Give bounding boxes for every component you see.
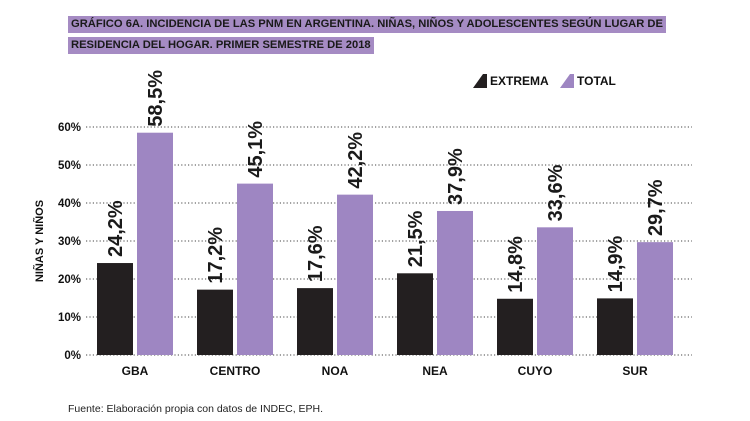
bar-extrema [497, 298, 533, 355]
x-tick-label: CUYO [518, 364, 553, 378]
data-label-total: 58,5% [145, 70, 167, 127]
data-label-extrema: 24,2% [105, 200, 127, 257]
y-tick-label: 40% [58, 198, 81, 210]
data-label-extrema: 14,9% [605, 235, 627, 292]
data-label-extrema: 21,5% [405, 210, 427, 267]
y-tick-label: 20% [58, 274, 81, 286]
x-tick-label: GBA [122, 364, 149, 378]
data-label-extrema: 14,8% [505, 236, 527, 293]
y-tick-label: 0% [64, 350, 81, 362]
chart-title-line-1: GRÁFICO 6A. INCIDENCIA DE LAS PNM EN ARG… [68, 16, 666, 33]
bar-total [537, 227, 573, 355]
bar-total [237, 183, 273, 355]
x-tick-label: NOA [322, 364, 349, 378]
data-label-total: 45,1% [245, 121, 267, 178]
bar-total [637, 242, 673, 355]
y-tick-label: 60% [58, 122, 81, 134]
x-tick-label: SUR [622, 364, 648, 378]
y-tick-label: 50% [58, 160, 81, 172]
bar-extrema [597, 298, 633, 355]
legend-label-total: TOTAL [577, 74, 616, 88]
data-label-extrema: 17,2% [205, 227, 227, 284]
chart-title-line-2: RESIDENCIA DEL HOGAR. PRIMER SEMESTRE DE… [68, 37, 374, 54]
legend-swatch-extrema [473, 74, 487, 88]
bar-extrema [397, 273, 433, 355]
bar-total [437, 210, 473, 355]
data-label-extrema: 17,6% [305, 225, 327, 282]
data-label-total: 37,9% [445, 148, 467, 205]
bar-total [337, 194, 373, 355]
x-tick-label: NEA [422, 364, 448, 378]
x-tick-label: CENTRO [210, 364, 261, 378]
data-label-total: 42,2% [345, 132, 367, 189]
y-tick-label: 30% [58, 236, 81, 248]
chart-title: GRÁFICO 6A. INCIDENCIA DE LAS PNM EN ARG… [68, 14, 668, 56]
bar-total [137, 132, 173, 355]
y-tick-label: 10% [58, 312, 81, 324]
data-label-total: 33,6% [545, 164, 567, 221]
y-axis-label: NIÑAS Y NIÑOS [33, 200, 46, 282]
bar-extrema [297, 288, 333, 355]
source-note: Fuente: Elaboración propia con datos de … [68, 403, 324, 415]
data-label-total: 29,7% [645, 179, 667, 236]
legend-label-extrema: EXTREMA [490, 74, 549, 88]
bar-extrema [197, 289, 233, 355]
legend-swatch-total [560, 74, 574, 88]
bar-extrema [97, 263, 133, 355]
